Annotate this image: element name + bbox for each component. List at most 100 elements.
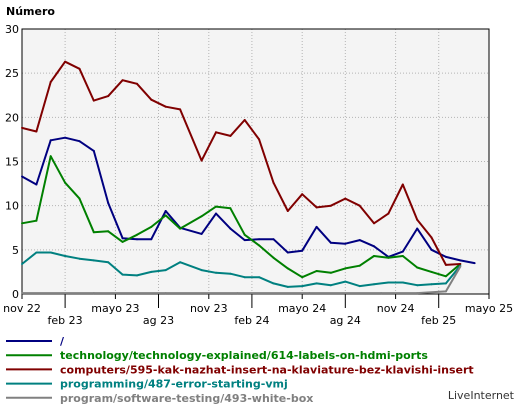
legend-entry-label: program/software-testing/493-white-box xyxy=(60,392,313,405)
data-point-series-3 xyxy=(121,273,124,276)
data-point-series-3 xyxy=(92,259,95,262)
data-point-series-1 xyxy=(150,225,153,228)
data-point-series-0 xyxy=(258,238,261,241)
data-point-series-2 xyxy=(107,95,110,98)
data-point-series-1 xyxy=(229,207,232,210)
data-point-series-0 xyxy=(344,242,347,245)
data-point-series-2 xyxy=(21,126,23,129)
data-point-series-0 xyxy=(329,241,332,244)
data-point-series-3 xyxy=(78,257,81,260)
data-point-series-0 xyxy=(444,255,447,258)
data-point-series-3 xyxy=(64,255,67,257)
data-point-series-2 xyxy=(49,81,52,83)
y-tick-label: 5 xyxy=(12,244,19,257)
data-point-series-0 xyxy=(286,251,289,254)
data-point-series-4 xyxy=(236,292,239,295)
data-point-series-0 xyxy=(200,232,203,235)
data-point-series-1 xyxy=(49,155,52,158)
data-point-series-2 xyxy=(258,138,261,141)
data-point-series-2 xyxy=(136,82,138,85)
data-point-series-2 xyxy=(215,131,217,134)
data-point-series-2 xyxy=(78,67,81,70)
data-point-series-2 xyxy=(164,105,167,108)
data-point-series-2 xyxy=(401,183,404,186)
y-tick-label: 30 xyxy=(5,23,19,36)
data-point-series-4 xyxy=(308,292,311,295)
y-axis-label: Número xyxy=(6,5,55,18)
data-point-series-3 xyxy=(387,281,390,284)
data-point-series-1 xyxy=(121,240,124,243)
data-point-series-2 xyxy=(329,204,332,207)
data-point-series-2 xyxy=(229,134,232,137)
x-tick-label: feb 25 xyxy=(421,314,456,327)
data-point-series-2 xyxy=(387,212,390,215)
x-tick-label: mayo 24 xyxy=(278,302,326,315)
data-point-series-1 xyxy=(344,267,347,270)
data-point-series-2 xyxy=(200,159,203,162)
x-tick-label: nov 24 xyxy=(377,302,415,315)
y-tick-label: 0 xyxy=(12,288,19,301)
legend-entry-label: / xyxy=(60,335,65,348)
legend: /technology/technology-explained/614-lab… xyxy=(6,335,474,405)
data-point-series-1 xyxy=(200,215,203,218)
data-point-series-0 xyxy=(164,210,167,212)
y-tick-label: 25 xyxy=(5,67,19,80)
data-point-series-1 xyxy=(430,270,433,273)
data-point-series-1 xyxy=(258,244,261,247)
data-point-series-3 xyxy=(272,282,275,285)
data-point-series-1 xyxy=(92,231,95,234)
plot-background xyxy=(22,29,489,294)
data-point-series-0 xyxy=(243,239,246,242)
data-point-series-2 xyxy=(301,193,304,196)
data-point-series-3 xyxy=(444,282,447,285)
data-point-series-1 xyxy=(21,222,23,225)
legend-entry-label: computers/595-kak-nazhat-insert-na-klavi… xyxy=(60,363,474,376)
data-point-series-1 xyxy=(164,214,167,217)
data-point-series-3 xyxy=(286,285,289,288)
data-point-series-2 xyxy=(179,108,182,111)
data-point-series-2 xyxy=(358,204,361,207)
data-point-series-4 xyxy=(380,292,383,295)
data-point-series-3 xyxy=(416,284,419,287)
data-point-series-0 xyxy=(136,238,138,241)
data-point-series-3 xyxy=(229,272,232,275)
data-point-series-1 xyxy=(387,256,390,259)
data-point-series-0 xyxy=(430,248,433,251)
data-point-series-3 xyxy=(301,285,304,288)
data-point-series-3 xyxy=(401,281,404,284)
data-point-series-2 xyxy=(92,99,95,102)
data-point-series-0 xyxy=(272,238,275,241)
data-point-series-3 xyxy=(35,251,38,254)
data-point-series-0 xyxy=(401,250,404,253)
plot-area: 0 5 10 15 20 25 30 nov 22 feb 23 mayo 23 ag 23 nov … xyxy=(3,23,513,327)
data-point-series-1 xyxy=(301,276,304,279)
data-point-series-3 xyxy=(136,274,138,277)
y-tick-label: 20 xyxy=(5,111,19,124)
data-point-series-3 xyxy=(150,270,153,273)
data-point-series-4 xyxy=(459,265,462,268)
legend-entry-label: technology/technology-explained/614-labe… xyxy=(60,349,428,362)
data-point-series-1 xyxy=(78,197,81,200)
data-point-series-3 xyxy=(344,280,347,283)
data-point-series-4 xyxy=(444,290,447,293)
x-tick-label: feb 23 xyxy=(48,314,83,327)
data-point-series-1 xyxy=(416,266,419,269)
data-point-series-3 xyxy=(373,283,375,286)
data-point-series-2 xyxy=(286,210,289,212)
data-point-series-2 xyxy=(150,98,153,101)
data-point-series-2 xyxy=(373,222,375,225)
data-point-series-2 xyxy=(243,119,246,121)
data-point-series-1 xyxy=(315,270,318,272)
data-point-series-0 xyxy=(78,140,81,143)
data-point-series-1 xyxy=(107,230,110,233)
data-point-series-1 xyxy=(401,255,404,257)
x-tick-label: mayo 23 xyxy=(91,302,139,315)
data-point-series-0 xyxy=(416,227,419,230)
data-point-series-2 xyxy=(315,206,318,209)
data-point-series-2 xyxy=(444,263,447,266)
data-point-series-0 xyxy=(215,212,217,215)
data-point-series-3 xyxy=(107,261,110,264)
data-point-series-0 xyxy=(229,227,232,230)
data-point-series-2 xyxy=(64,60,67,63)
